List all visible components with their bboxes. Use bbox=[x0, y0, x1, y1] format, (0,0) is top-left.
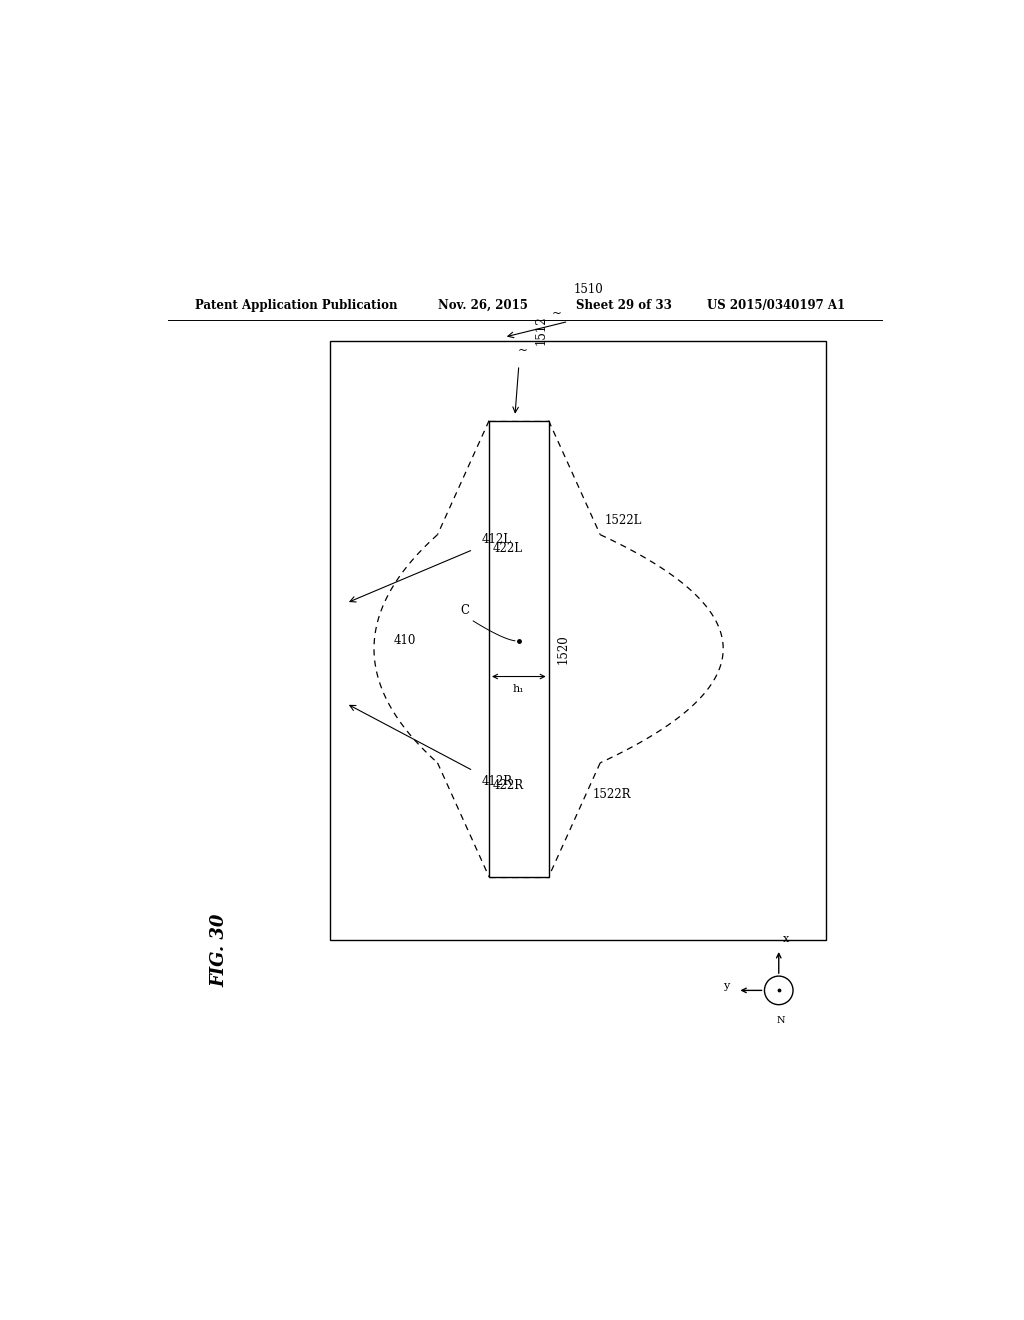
Text: 410: 410 bbox=[394, 635, 416, 647]
Bar bbox=[489, 421, 549, 876]
Text: Nov. 26, 2015: Nov. 26, 2015 bbox=[437, 300, 527, 312]
Text: 412L: 412L bbox=[481, 532, 511, 545]
Text: 1522L: 1522L bbox=[604, 515, 641, 528]
Text: FIG. 30: FIG. 30 bbox=[210, 913, 228, 987]
Text: 1510: 1510 bbox=[573, 282, 603, 296]
Text: ~: ~ bbox=[552, 306, 562, 319]
Text: N: N bbox=[777, 1016, 785, 1024]
Text: x: x bbox=[782, 933, 788, 944]
Text: 422L: 422L bbox=[494, 541, 523, 554]
Text: y: y bbox=[723, 982, 729, 991]
Text: ~: ~ bbox=[518, 345, 527, 358]
Bar bbox=[331, 342, 826, 940]
Text: 422R: 422R bbox=[494, 779, 524, 792]
Text: Patent Application Publication: Patent Application Publication bbox=[196, 300, 398, 312]
Text: 1512: 1512 bbox=[535, 315, 548, 346]
Text: 412R: 412R bbox=[481, 775, 512, 788]
Text: 1520: 1520 bbox=[556, 634, 569, 664]
Text: Sheet 29 of 33: Sheet 29 of 33 bbox=[577, 300, 673, 312]
Text: 1522R: 1522R bbox=[592, 788, 631, 801]
Text: US 2015/0340197 A1: US 2015/0340197 A1 bbox=[708, 300, 846, 312]
Text: C: C bbox=[460, 605, 469, 616]
Text: h₁: h₁ bbox=[513, 685, 524, 694]
